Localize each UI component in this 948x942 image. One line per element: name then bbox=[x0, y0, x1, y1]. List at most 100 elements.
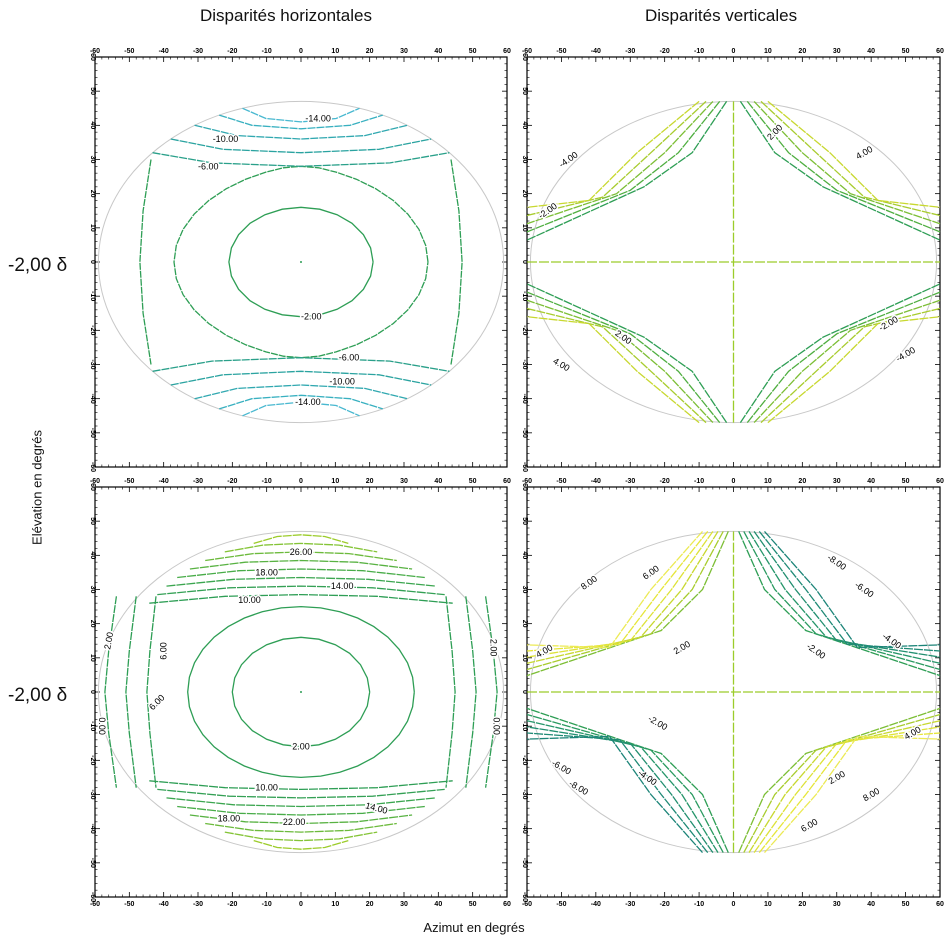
y-tick-label: -10 bbox=[521, 721, 528, 731]
y-tick-label: -20 bbox=[521, 755, 528, 765]
contour-label: -8.00 bbox=[825, 552, 848, 572]
contour-label: -6.00 bbox=[853, 580, 876, 600]
x-tick-label-top: 10 bbox=[331, 478, 339, 485]
contour-line bbox=[170, 370, 432, 386]
x-tick-label-bottom: 20 bbox=[366, 901, 374, 908]
contour-line bbox=[526, 713, 724, 853]
contour-line bbox=[526, 307, 707, 424]
contour-line bbox=[748, 720, 941, 853]
contour-line bbox=[760, 307, 941, 424]
x-tick-label-top: -20 bbox=[660, 48, 670, 55]
x-tick-label-top: 20 bbox=[798, 478, 806, 485]
x-tick-label-top: 50 bbox=[902, 478, 910, 485]
contour-line bbox=[219, 394, 383, 410]
contour-line bbox=[166, 797, 436, 808]
x-tick-label-top: -50 bbox=[556, 478, 566, 485]
contour-line bbox=[526, 720, 719, 853]
field-boundary bbox=[97, 100, 505, 424]
x-tick-label-bottom: -50 bbox=[124, 901, 134, 908]
contour-label: 14.00 bbox=[331, 581, 354, 591]
contour-line bbox=[231, 636, 371, 748]
contour-label: 0.00 bbox=[97, 717, 107, 735]
x-tick-label-top: -10 bbox=[694, 478, 704, 485]
contour-line bbox=[484, 596, 498, 788]
contour-line bbox=[764, 530, 941, 649]
contour-line bbox=[146, 596, 157, 788]
contour-line bbox=[743, 713, 941, 853]
y-tick-label: -30 bbox=[521, 359, 528, 369]
y-tick-label: 60 bbox=[521, 483, 528, 491]
y-tick-label: -50 bbox=[521, 858, 528, 868]
contour-line bbox=[746, 100, 941, 233]
contour-line bbox=[526, 707, 729, 853]
x-tick-label-top: 0 bbox=[299, 48, 303, 55]
x-tick-label-top: -20 bbox=[227, 478, 237, 485]
y-tick-label: 60 bbox=[521, 53, 528, 61]
contour-line bbox=[526, 100, 714, 225]
x-tick-label-bottom: 60 bbox=[503, 901, 511, 908]
contour-line bbox=[526, 531, 714, 658]
contour-line bbox=[157, 585, 445, 596]
x-tick-label-bottom: 10 bbox=[764, 901, 772, 908]
contour-line bbox=[760, 100, 941, 217]
y-tick-label: -40 bbox=[521, 824, 528, 834]
contour-line bbox=[152, 357, 450, 372]
contour-label: -6.00 bbox=[198, 161, 219, 171]
y-tick-label: 40 bbox=[89, 121, 96, 129]
contour-label: -14.00 bbox=[305, 114, 331, 124]
contour-line bbox=[224, 831, 378, 842]
contour-label: -10.00 bbox=[213, 134, 239, 144]
contour-line bbox=[739, 283, 941, 423]
contour-line bbox=[152, 152, 450, 167]
contour-line bbox=[753, 299, 941, 424]
contour-line bbox=[526, 531, 724, 671]
x-tick-label-top: -40 bbox=[591, 48, 601, 55]
x-tick-label-top: 20 bbox=[366, 478, 374, 485]
panel-bottom-left: -60-60-50-50-40-40-30-30-20-20-10-100010… bbox=[89, 478, 511, 908]
y-tick-label: 30 bbox=[521, 156, 528, 164]
contour-line bbox=[125, 596, 137, 788]
contour-line bbox=[739, 101, 941, 241]
y-tick-label: 20 bbox=[521, 190, 528, 198]
contour-line bbox=[526, 291, 721, 424]
contour-label: 22.00 bbox=[283, 817, 306, 827]
contour-line bbox=[224, 542, 378, 553]
y-tick-label: -40 bbox=[89, 824, 96, 834]
contour-label: 2.00 bbox=[488, 639, 498, 657]
contour-line bbox=[465, 596, 477, 788]
x-tick-label-top: -30 bbox=[625, 48, 635, 55]
y-tick-label: 0 bbox=[89, 260, 96, 264]
contour-line bbox=[139, 159, 152, 365]
contour-label: 2.00 bbox=[765, 122, 784, 141]
y-tick-label: 20 bbox=[89, 620, 96, 628]
contour-line bbox=[753, 531, 941, 658]
contour-line bbox=[526, 100, 707, 217]
x-tick-label-top: 30 bbox=[833, 48, 841, 55]
x-tick-label-bottom: 50 bbox=[469, 901, 477, 908]
contour-line bbox=[157, 788, 445, 799]
contour-line bbox=[758, 732, 941, 854]
x-tick-label-top: -10 bbox=[262, 478, 272, 485]
contour-line bbox=[753, 726, 941, 853]
contour-line bbox=[526, 100, 700, 208]
x-tick-label-top: 30 bbox=[400, 48, 408, 55]
x-axis-label: Azimut en degrés bbox=[423, 920, 525, 935]
y-tick-label: 20 bbox=[89, 190, 96, 198]
y-tick-label: 40 bbox=[521, 121, 528, 129]
contour-line bbox=[149, 593, 453, 604]
y-tick-label: -60 bbox=[521, 892, 528, 902]
x-tick-label-top: 10 bbox=[764, 478, 772, 485]
contour-line bbox=[450, 159, 463, 365]
contour-line bbox=[170, 138, 432, 154]
row-label-bottom: -2,00 δ bbox=[8, 685, 68, 706]
contour-label: 10.00 bbox=[238, 595, 261, 605]
y-tick-label: 20 bbox=[521, 620, 528, 628]
x-tick-label-top: 60 bbox=[936, 478, 944, 485]
y-tick-label: -20 bbox=[89, 755, 96, 765]
contour-line bbox=[738, 531, 941, 677]
contour-label: 10.00 bbox=[255, 783, 278, 793]
y-tick-label: -40 bbox=[521, 394, 528, 404]
contour-label: -2.00 bbox=[805, 641, 828, 661]
contour-label: 26.00 bbox=[290, 547, 313, 557]
contour-line bbox=[526, 530, 703, 649]
